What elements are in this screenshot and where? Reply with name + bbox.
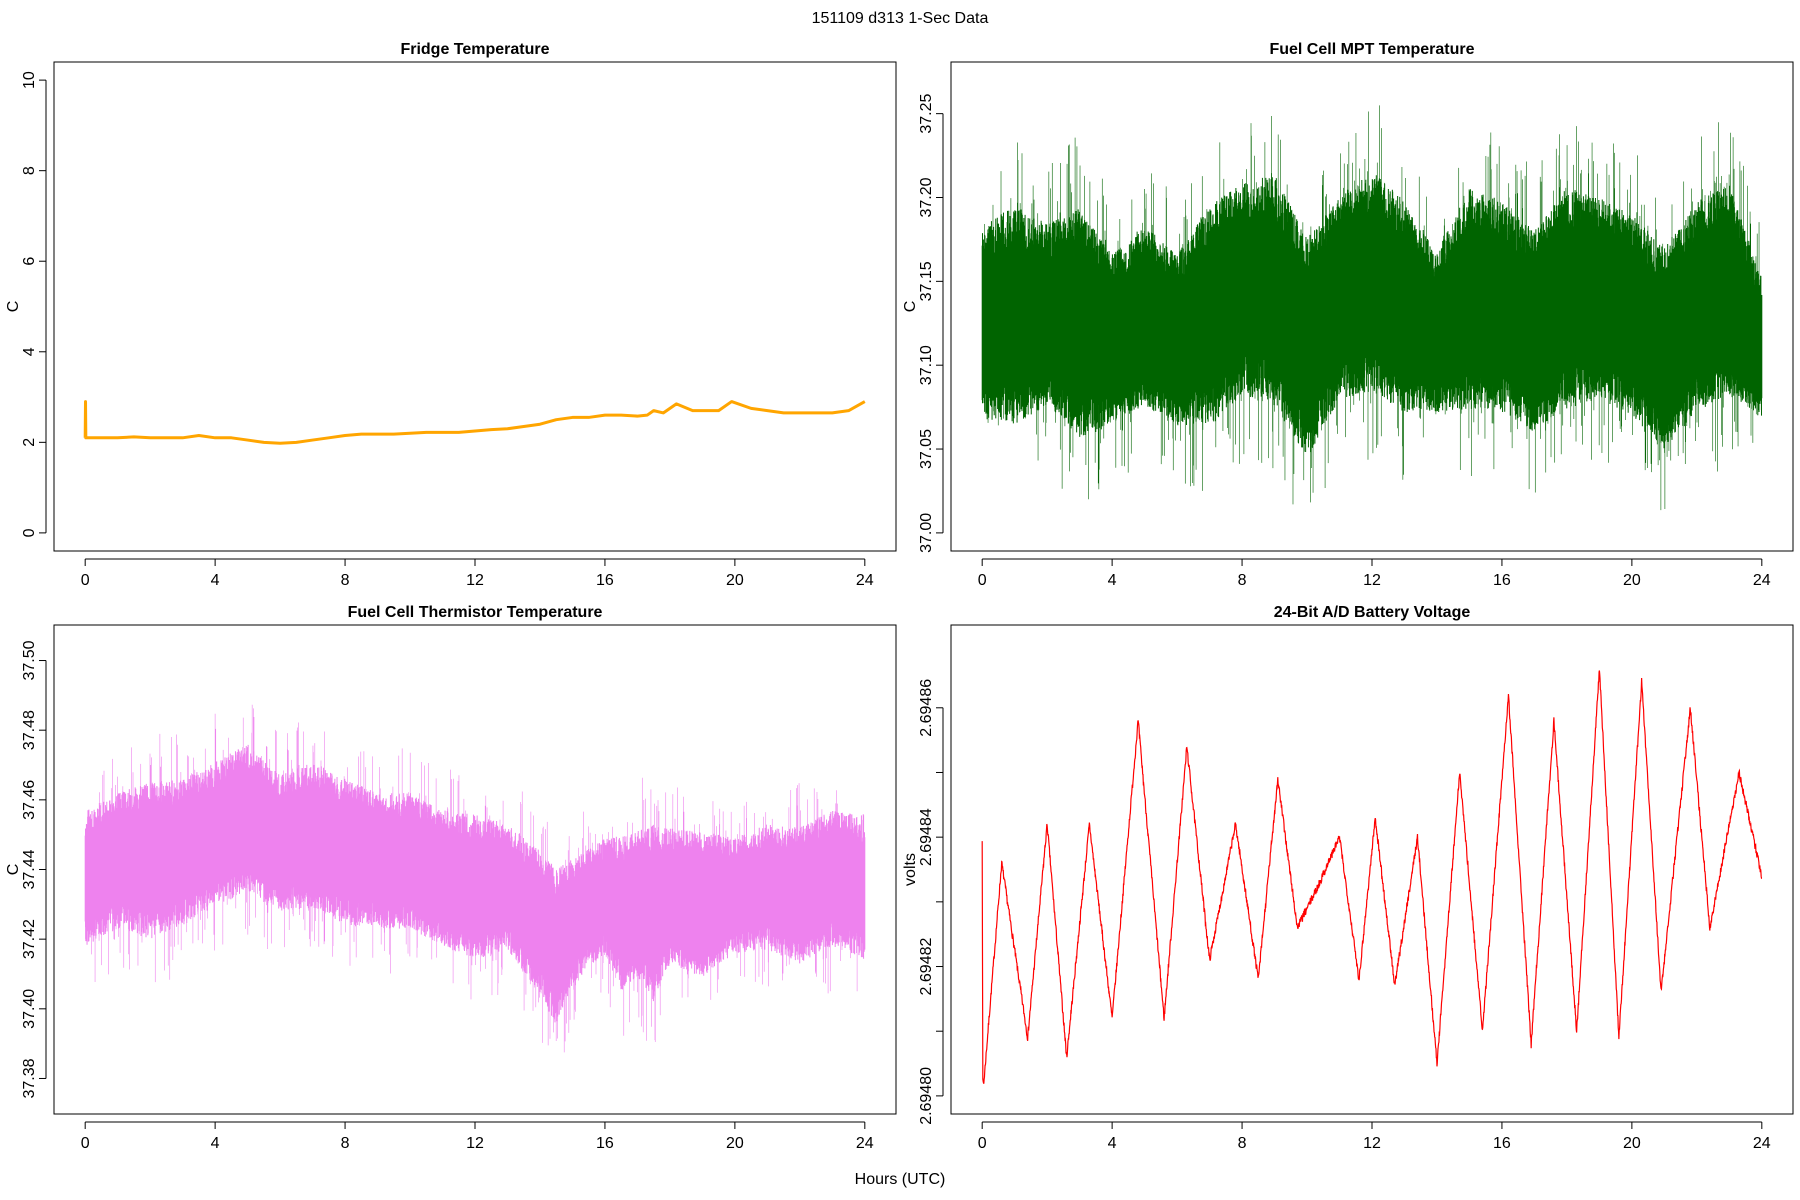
y-tick-label: 37.15 <box>918 261 935 301</box>
y-tick-label: 2.69486 <box>918 679 935 737</box>
panel-title: Fridge Temperature <box>400 41 549 58</box>
y-tick-label: 10 <box>21 71 38 89</box>
y-tick-label: 0 <box>21 528 38 537</box>
y-tick-label: 37.40 <box>21 989 38 1029</box>
x-tick-label: 20 <box>726 572 744 589</box>
figure-title: 151109 d313 1-Sec Data <box>812 10 989 27</box>
x-tick-label: 24 <box>1753 1135 1771 1152</box>
series-core <box>84 744 866 1023</box>
x-tick-label: 0 <box>978 1135 987 1152</box>
y-tick-label: 4 <box>21 347 38 356</box>
x-tick-label: 24 <box>856 1135 874 1152</box>
panel-title: 24-Bit A/D Battery Voltage <box>1274 604 1471 621</box>
x-tick-label: 24 <box>856 572 874 589</box>
y-tick-label: 6 <box>21 257 38 266</box>
series-core <box>981 175 1763 453</box>
panel-mpt: Fuel Cell MPT Temperature C 0 4 8 12 16 20 24 37.… <box>902 41 1794 589</box>
x-tick-label: 8 <box>341 572 350 589</box>
x-tick-label: 0 <box>978 572 987 589</box>
plot-frame <box>53 61 897 552</box>
x-tick-label: 20 <box>1623 1135 1641 1152</box>
plot-frame <box>53 624 897 1115</box>
x-tick-label: 4 <box>211 572 220 589</box>
x-tick-label: 4 <box>211 1135 220 1152</box>
y-tick-label: 2.69480 <box>918 1067 935 1125</box>
x-tick-label: 16 <box>596 572 614 589</box>
series-line <box>83 400 866 445</box>
x-tick-label: 20 <box>1623 572 1641 589</box>
x-tick-label: 4 <box>1108 1135 1117 1152</box>
y-tick-label: 2 <box>21 438 38 447</box>
y-tick-label: 37.46 <box>21 780 38 820</box>
series-battery <box>981 670 1763 1084</box>
panel-battery: 24-Bit A/D Battery Voltage volts 0 4 8 12 16 20… <box>902 604 1794 1152</box>
x-tick-label: 0 <box>81 572 90 589</box>
y-tick-label: 37.00 <box>918 513 935 553</box>
x-tick-label: 12 <box>1363 1135 1381 1152</box>
x-tick-label: 8 <box>341 1135 350 1152</box>
y-tick-label: 37.50 <box>21 640 38 680</box>
x-tick-label: 16 <box>596 1135 614 1152</box>
y-axis-label: C <box>5 301 22 313</box>
x-tick-label: 8 <box>1238 572 1247 589</box>
panel-thermistor: Fuel Cell Thermistor Temperature C 0 4 8 12 16… <box>5 604 897 1152</box>
x-tick-label: 16 <box>1493 1135 1511 1152</box>
plot-frame <box>950 61 1794 552</box>
series-mpt <box>981 105 1763 511</box>
y-tick-label: 37.25 <box>918 94 935 134</box>
y-axis-label: volts <box>902 853 919 886</box>
panel-title: Fuel Cell MPT Temperature <box>1269 41 1474 58</box>
y-tick-label: 37.10 <box>918 345 935 385</box>
x-tick-label: 0 <box>81 1135 90 1152</box>
panel-title: Fuel Cell Thermistor Temperature <box>348 604 603 621</box>
y-tick-label: 37.38 <box>21 1058 38 1098</box>
y-axis-label: C <box>5 864 22 876</box>
series-fridge <box>83 400 866 445</box>
y-tick-label: 2.69484 <box>918 808 935 866</box>
y-axis-label: C <box>902 301 919 313</box>
x-axis-label: Hours (UTC) <box>855 1171 946 1188</box>
x-tick-label: 24 <box>1753 572 1771 589</box>
x-tick-label: 12 <box>466 572 484 589</box>
y-tick-label: 37.48 <box>21 710 38 750</box>
x-tick-label: 12 <box>1363 572 1381 589</box>
y-tick-label: 37.42 <box>21 919 38 959</box>
x-tick-label: 12 <box>466 1135 484 1152</box>
y-tick-label: 37.20 <box>918 177 935 217</box>
series-thermistor <box>84 704 866 1053</box>
plot-frame <box>950 624 1794 1115</box>
x-tick-label: 20 <box>726 1135 744 1152</box>
y-tick-label: 2.69482 <box>918 938 935 996</box>
x-tick-label: 16 <box>1493 572 1511 589</box>
y-tick-label: 37.05 <box>918 429 935 469</box>
y-tick-label: 37.44 <box>21 849 38 889</box>
x-tick-label: 4 <box>1108 572 1117 589</box>
series-line <box>981 670 1763 1084</box>
y-tick-label: 8 <box>21 166 38 175</box>
x-tick-label: 8 <box>1238 1135 1247 1152</box>
